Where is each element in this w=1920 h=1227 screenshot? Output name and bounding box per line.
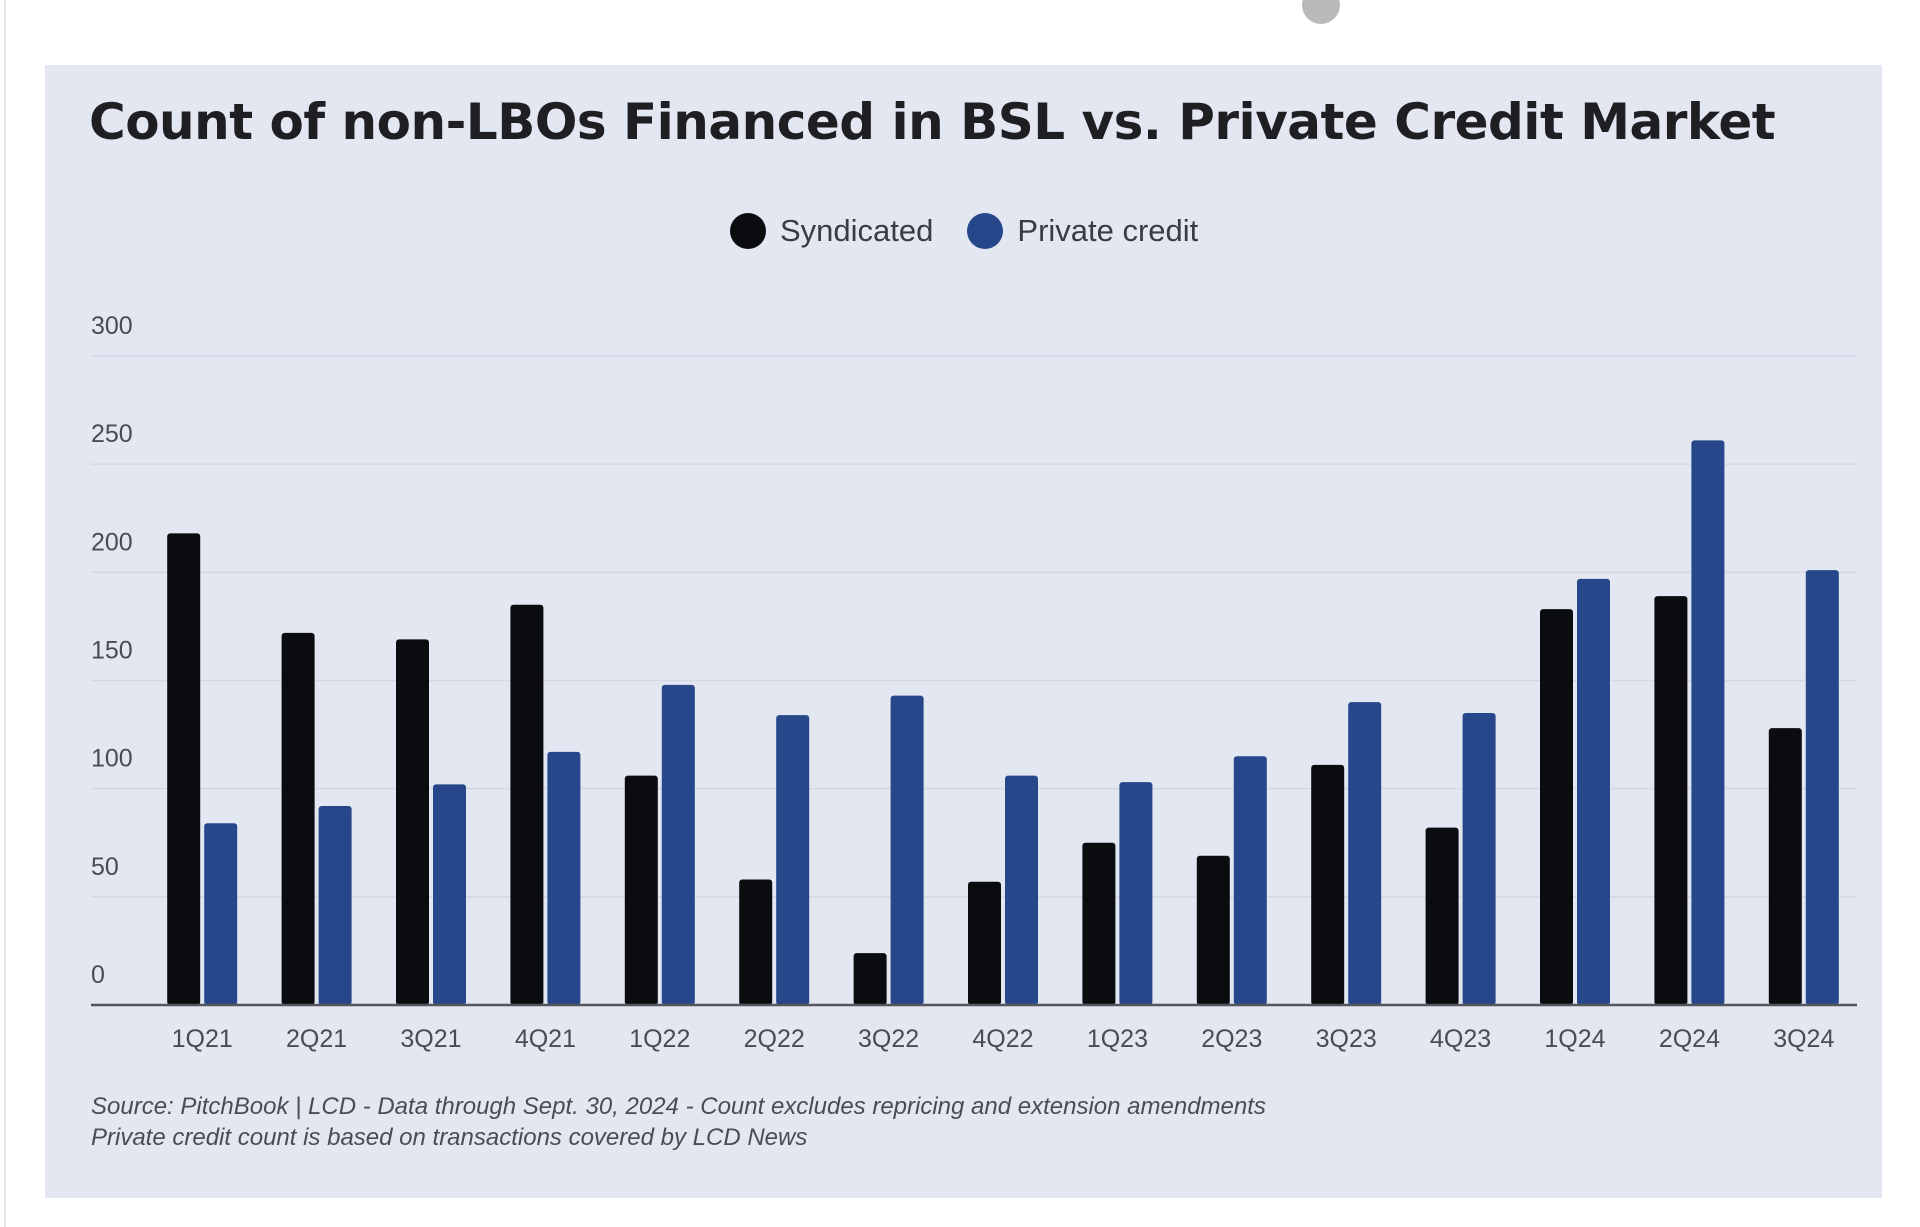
scroll-indicator-dot	[1302, 0, 1340, 24]
legend-item-syndicated: Syndicated	[730, 213, 933, 249]
bar-private-credit	[661, 684, 695, 1005]
y-tick-label: 50	[91, 853, 119, 881]
bar-syndicated	[281, 632, 315, 1005]
x-tick-label: 1Q24	[1544, 1025, 1605, 1053]
bar-private-credit	[1462, 712, 1496, 1005]
x-tick-label: 4Q21	[515, 1025, 576, 1053]
legend-item-private-credit: Private credit	[967, 213, 1198, 249]
legend-label-private-credit: Private credit	[1017, 213, 1199, 248]
bar-syndicated	[1654, 596, 1688, 1005]
chart-title: Count of non-LBOs Financed in BSL vs. Pr…	[89, 93, 1776, 151]
x-tick-label: 2Q22	[744, 1025, 805, 1053]
bar-private-credit	[318, 805, 352, 1005]
x-tick-label: 2Q21	[286, 1025, 347, 1053]
legend-swatch-private-credit	[967, 213, 1004, 249]
footnote-source: Source: PitchBook | LCD - Data through S…	[91, 1093, 1266, 1120]
bar-private-credit	[890, 695, 924, 1005]
bar-private-credit	[547, 751, 581, 1005]
bar-private-credit	[1805, 570, 1839, 1005]
bar-private-credit	[1577, 578, 1610, 1005]
chart-plot: 300 250 200 150 100 50 0 1Q21 2Q21 3Q21 4Q21 1Q22 2Q…	[91, 312, 1857, 1053]
y-tick-label: 0	[91, 961, 105, 989]
x-tick-label: 4Q23	[1430, 1025, 1491, 1053]
bar-syndicated	[167, 533, 201, 1005]
x-tick-label: 3Q24	[1773, 1025, 1834, 1053]
y-tick-label: 150	[91, 637, 133, 665]
x-tick-label: 2Q24	[1659, 1025, 1720, 1053]
bar-syndicated	[396, 639, 429, 1005]
bar-syndicated	[739, 879, 773, 1005]
bar-private-credit	[776, 715, 810, 1005]
chart-card: Count of non-LBOs Financed in BSL vs. Pr…	[45, 65, 1882, 1198]
bar-syndicated	[1196, 855, 1230, 1005]
y-tick-label: 250	[91, 420, 133, 448]
bar-private-credit	[1119, 782, 1153, 1005]
x-tick-label: 4Q22	[972, 1025, 1033, 1053]
bar-syndicated	[968, 881, 1001, 1005]
x-tick-label: 3Q21	[400, 1025, 461, 1053]
chart-footnote: Source: PitchBook | LCD - Data through S…	[91, 1091, 1266, 1153]
x-tick-label: 3Q22	[858, 1025, 919, 1053]
bar-private-credit	[1348, 702, 1382, 1005]
bar-syndicated	[853, 953, 887, 1005]
x-tick-label: 1Q21	[172, 1025, 233, 1053]
y-tick-label: 300	[91, 312, 133, 340]
bar-private-credit	[1233, 756, 1267, 1005]
bar-private-credit	[1691, 440, 1725, 1005]
bar-private-credit	[433, 784, 466, 1005]
y-tick-label: 200	[91, 528, 133, 556]
x-tick-label: 1Q23	[1087, 1025, 1148, 1053]
bar-syndicated	[1540, 609, 1573, 1005]
x-tick-label: 2Q23	[1201, 1025, 1262, 1053]
bar-syndicated	[1082, 842, 1116, 1005]
bar-syndicated	[510, 604, 544, 1005]
bar-syndicated	[1768, 728, 1802, 1005]
legend: Syndicated Private credit	[730, 211, 1198, 251]
bar-private-credit	[1005, 775, 1038, 1005]
y-tick-label: 100	[91, 745, 133, 773]
x-tick-label: 1Q22	[629, 1025, 690, 1053]
bar-syndicated	[1311, 764, 1345, 1005]
bar-private-credit	[204, 823, 238, 1005]
footnote-note: Private credit count is based on transac…	[91, 1124, 808, 1151]
page-left-border	[4, 0, 6, 1227]
legend-label-syndicated: Syndicated	[780, 213, 934, 248]
x-tick-label: 3Q23	[1316, 1025, 1377, 1053]
bar-syndicated	[624, 775, 658, 1005]
bar-syndicated	[1425, 827, 1459, 1005]
legend-swatch-syndicated	[730, 213, 766, 249]
